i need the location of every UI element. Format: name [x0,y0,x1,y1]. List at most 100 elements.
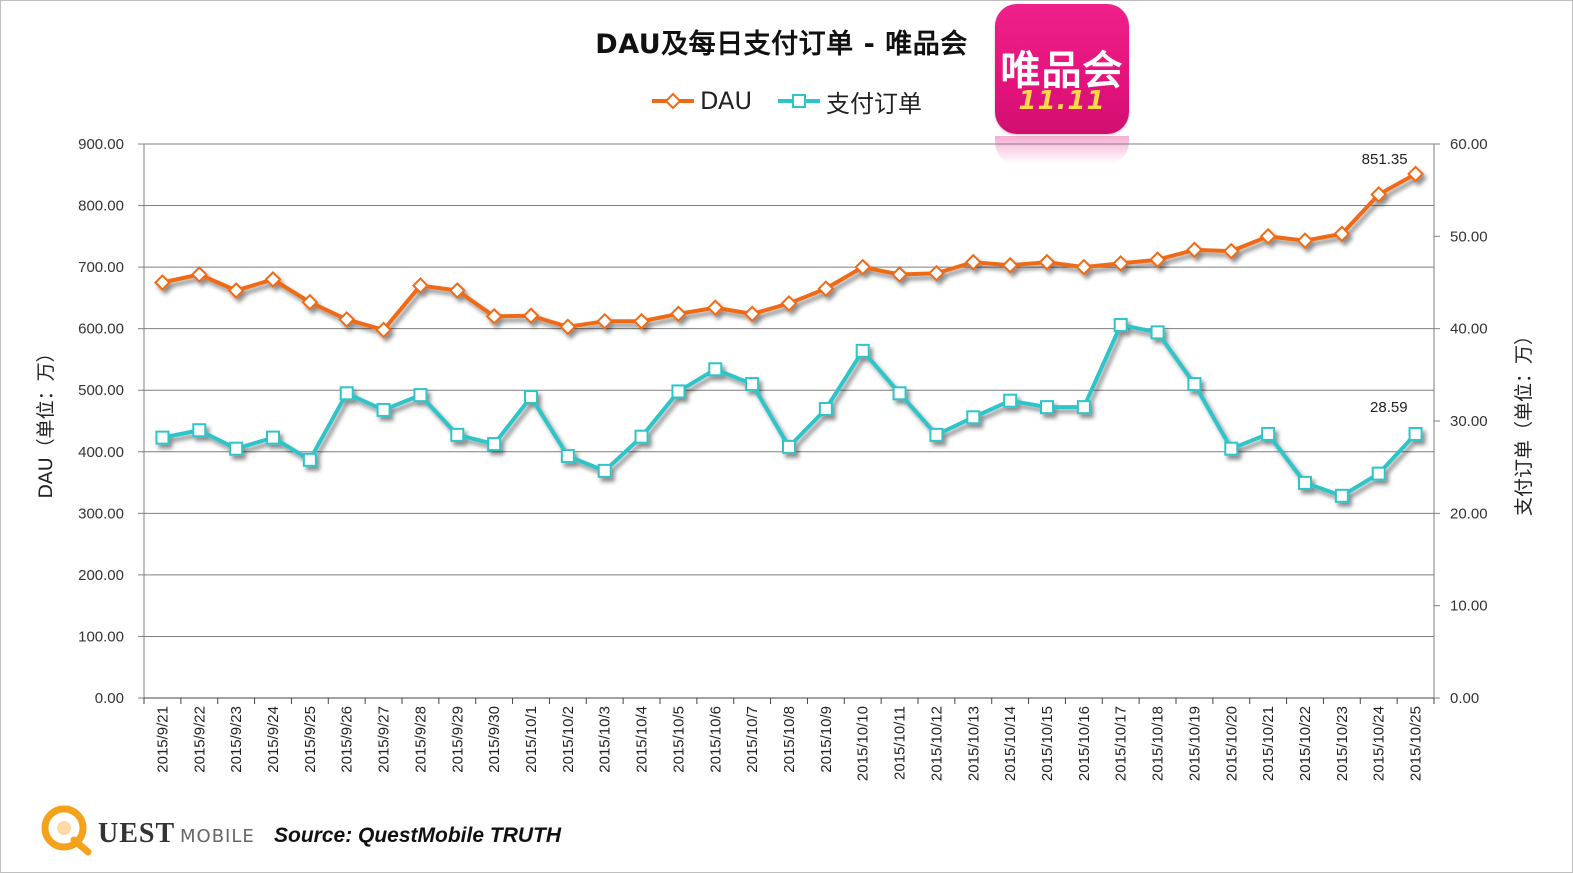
orders-point [376,402,391,417]
x-tick-label: 2015/10/21 [1260,706,1277,781]
y-right-tick-label: 0.00 [1450,690,1479,707]
dau-point [485,307,503,325]
orders-point [597,463,612,478]
orders-point [339,386,354,401]
x-tick-label: 2015/9/24 [265,706,282,773]
legend-dau-marker-icon [652,92,694,110]
x-tick-label: 2015/9/29 [449,706,466,773]
orders-point [1040,400,1054,415]
dau-point [1038,253,1056,271]
x-tick-label: 2015/10/22 [1297,706,1314,781]
dau-point [633,312,650,330]
dau-point [1112,255,1130,272]
legend-item-dau: DAU [650,87,752,115]
y-left-tick-label: 200.00 [78,567,124,584]
x-tick-label: 2015/10/23 [1334,706,1351,781]
orders-point [450,427,465,442]
dau-point [1222,242,1240,260]
y-right-tick-label: 40.00 [1450,321,1488,338]
dau-point [1407,165,1424,183]
orders-point [1150,325,1165,340]
x-tick-label: 2015/10/6 [707,706,724,773]
dau-point [1001,256,1019,274]
footer-source: Source: QuestMobile TRUTH [274,824,562,847]
app-icon-brand: 唯品会 [1000,48,1124,94]
orders-point [487,437,502,452]
x-tick-label: 2015/9/27 [376,706,393,773]
dau-point [412,277,429,294]
y-left-tick-label: 100.00 [78,628,124,645]
orders-point [708,362,723,377]
dau-point [1149,251,1166,269]
y-left-tick-label: 0.00 [95,690,124,707]
dau-point [817,280,835,298]
data-label-dau: 851.35 [1362,151,1408,168]
orders-point [892,386,907,401]
orders-point [634,429,649,444]
legend-orders-marker-icon [778,94,821,108]
orders-point [1076,400,1091,415]
x-tick-label: 2015/10/11 [892,706,909,780]
x-tick-label: 2015/10/8 [781,706,798,773]
x-axis-labels: 2015/9/21 2015/9/22 2015/9/23 2015/9/24 2015… [154,706,1424,781]
dau-point [964,253,982,271]
dau-point [338,311,356,328]
orders-point [929,427,944,442]
footer-brand: UEST [98,818,176,849]
y-right-tick-label: 20.00 [1450,505,1488,522]
orders-point [1371,466,1386,481]
app-icon-reflection [995,136,1129,164]
app-icon-subtitle: 11.11 [1018,86,1106,116]
questmobile-logo-icon [41,805,92,856]
dau-point [1333,225,1351,243]
dau-point [154,274,171,291]
legend-label-dau: DAU [700,87,753,115]
y-left-tick-label: 400.00 [78,444,124,461]
chart-title: DAU及每日支付订单 - 唯品会 [595,29,968,60]
legend-label-orders: 支付订单 [826,89,923,118]
orders-point [1003,393,1018,408]
dau-point [301,293,319,311]
x-tick-label: 2015/10/24 [1371,706,1388,781]
x-tick-label: 2015/10/13 [965,706,982,781]
x-tick-label: 2015/10/3 [597,706,614,773]
x-tick-label: 2015/10/2 [560,706,577,773]
orders-point [966,410,981,425]
annotations: 851.35 28.59 [1362,151,1408,416]
y-right-axis-title: 支付订单（单位：万） [1513,326,1535,516]
dau-point [1296,232,1314,250]
x-tick-label: 2015/10/5 [670,706,687,773]
y-axis-labels: 0.00 100.00 200.00 300.00 400.00 500.00 600.00… [35,136,1535,707]
dau-point [596,312,614,330]
x-tick-label: 2015/9/28 [412,706,429,773]
x-tick-label: 2015/9/26 [339,706,356,773]
orders-point [1334,488,1349,503]
x-tick-label: 2015/9/21 [154,706,171,773]
x-tick-label: 2015/10/1 [523,706,540,773]
x-tick-label: 2015/10/19 [1186,706,1203,781]
orders-point [1408,427,1423,442]
dau-point [928,264,945,282]
axes [138,143,1440,704]
dau-point [227,282,245,299]
orders-point [192,423,207,438]
x-tick-label: 2015/10/14 [1002,706,1019,781]
y-left-tick-label: 500.00 [78,382,124,399]
dau-point [670,305,687,323]
orders-point [524,389,538,404]
orders-point [1187,377,1202,392]
orders-point [855,343,870,358]
dau-point [780,295,798,312]
dau-point [1186,241,1203,259]
y-left-tick-label: 300.00 [78,505,124,522]
grid-lines [144,143,1434,699]
x-tick-label: 2015/10/15 [1039,706,1056,781]
orders-point [745,377,760,392]
dau-point [1075,258,1093,276]
y-right-tick-label: 60.00 [1450,136,1488,153]
dau-point [891,266,908,283]
orders-point [229,441,244,456]
legend: DAU 支付订单 [650,86,946,118]
orders-point [155,430,170,445]
